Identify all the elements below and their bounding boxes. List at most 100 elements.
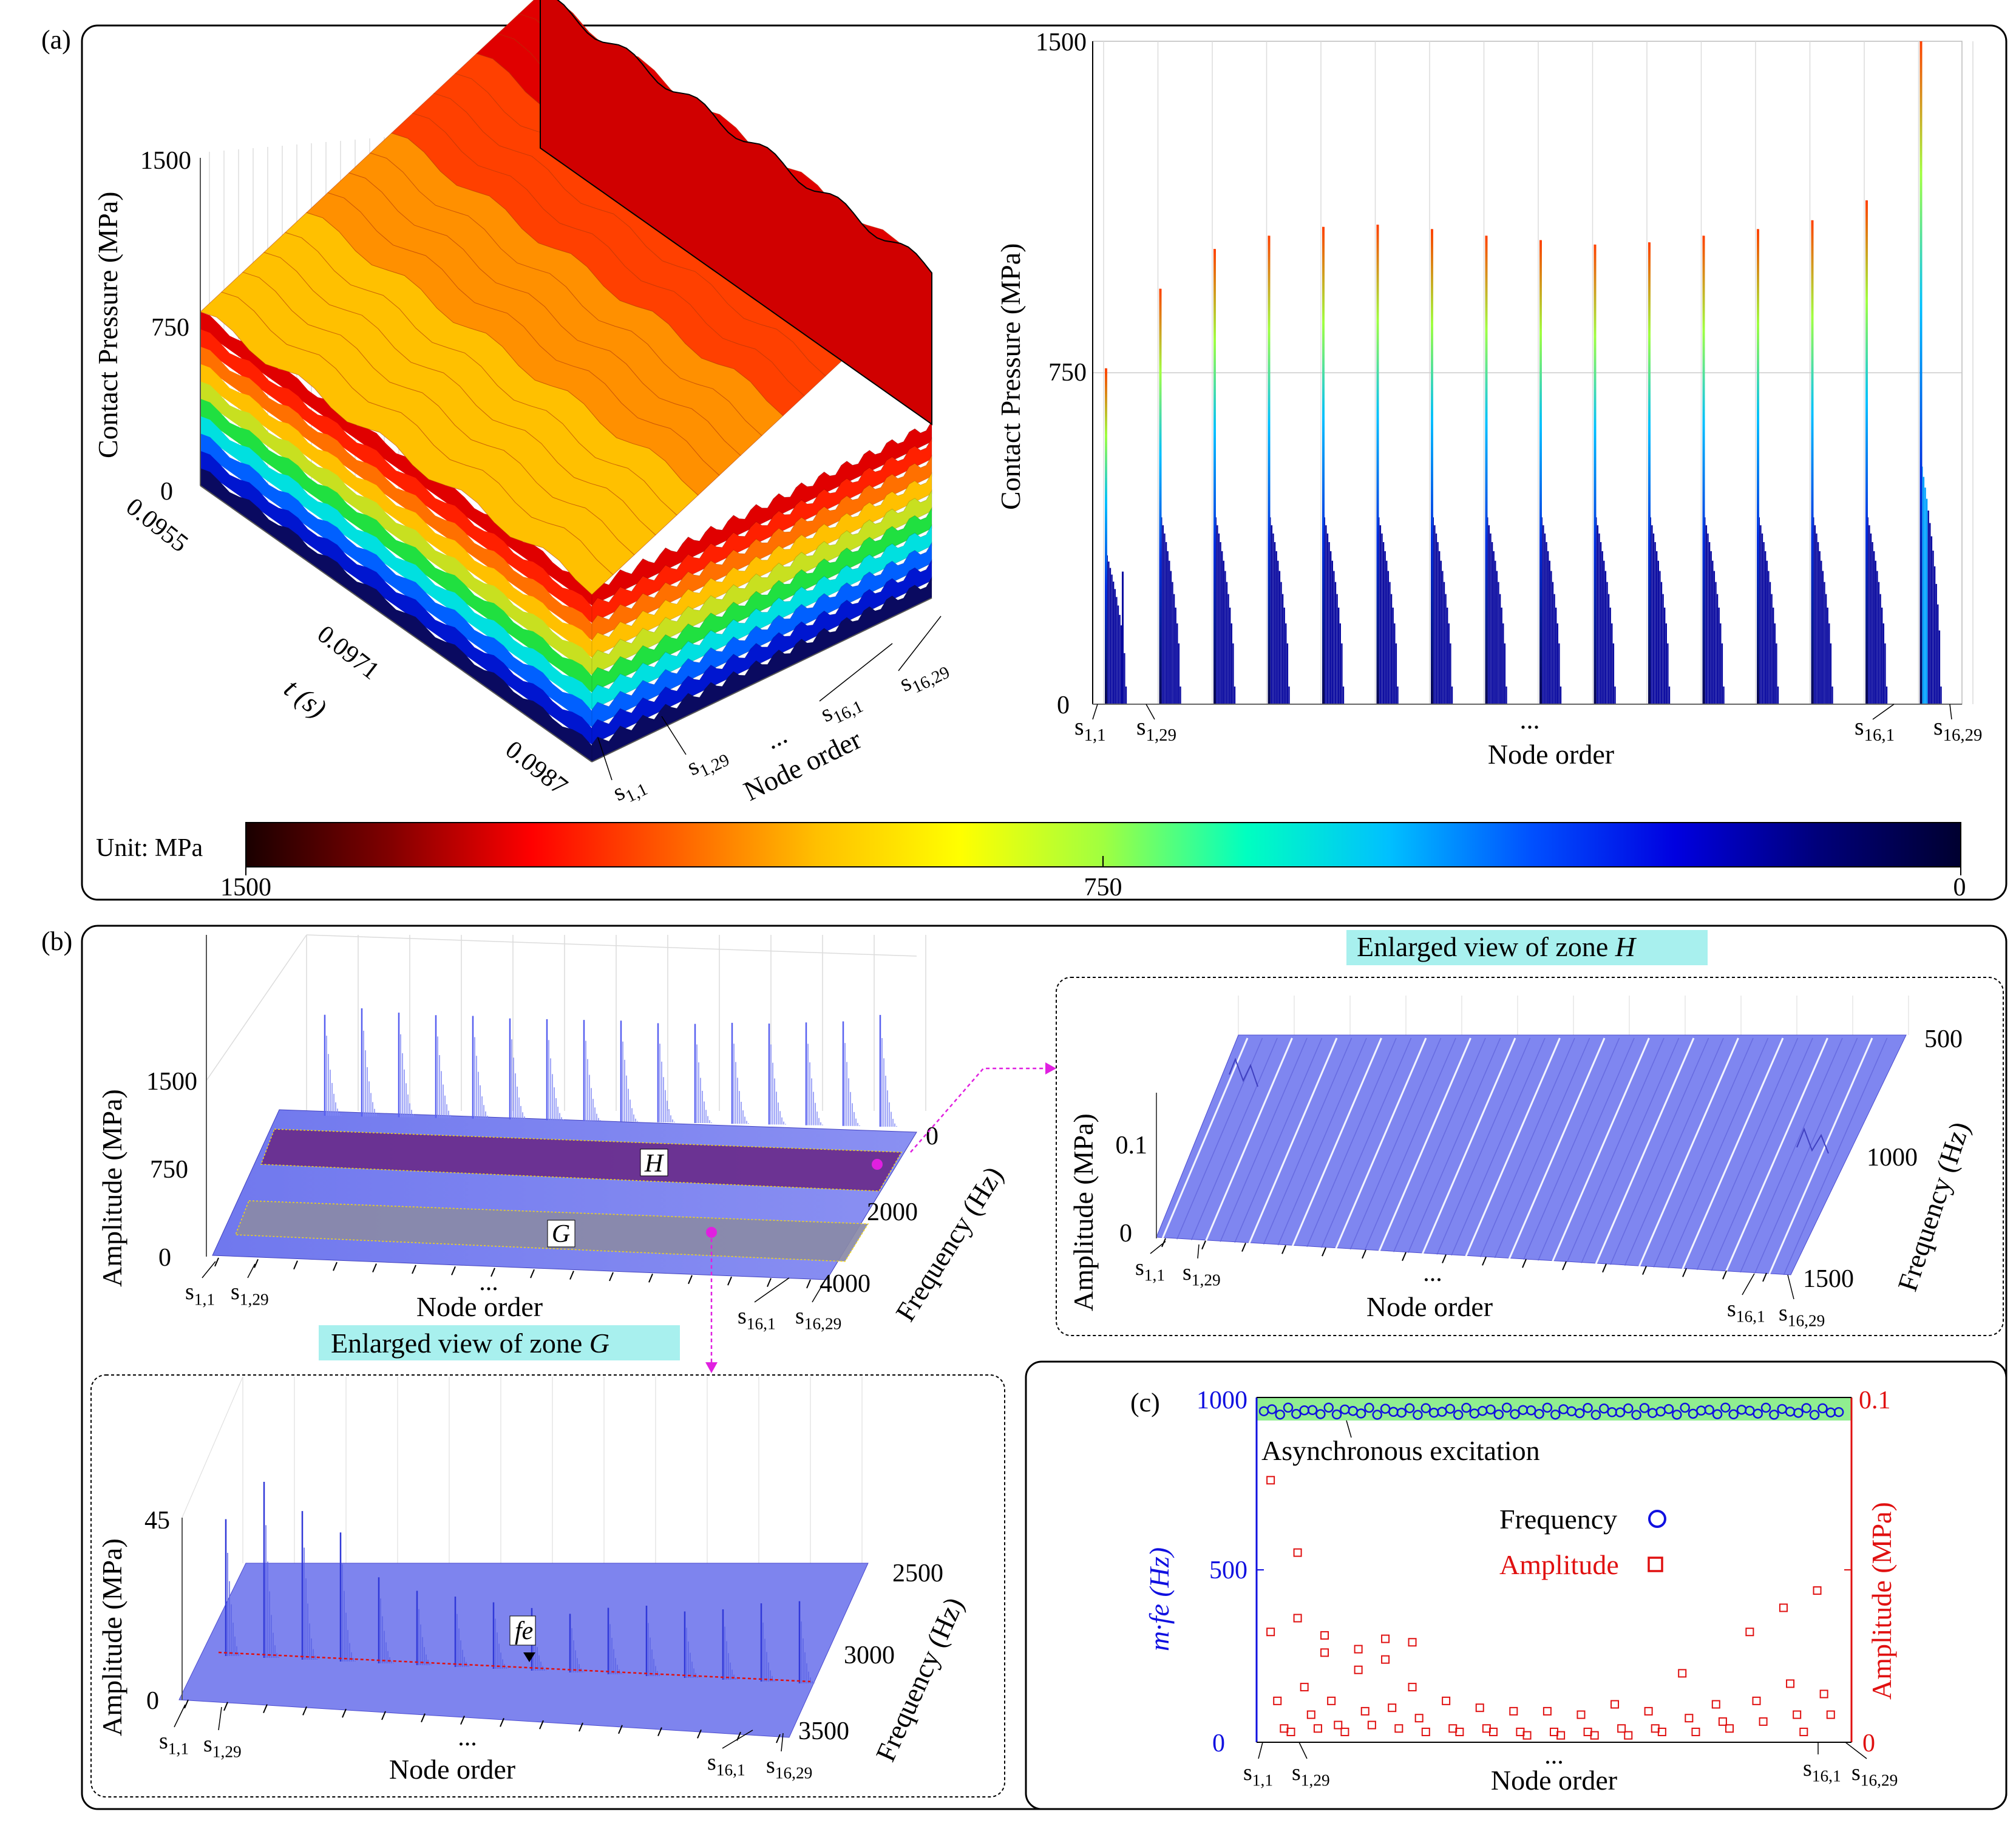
zoneG-node-leader <box>781 1733 784 1752</box>
a2d-bar <box>1768 571 1770 704</box>
a2d-bar <box>1336 594 1338 704</box>
a2d-bar <box>1555 607 1557 704</box>
a2d-bar <box>1121 625 1122 704</box>
amplitude-marker <box>1752 1696 1761 1705</box>
a2d-bar <box>1283 607 1285 704</box>
zoneH-axis-tick <box>1241 1243 1246 1252</box>
node-tick-letter: s <box>766 1753 775 1778</box>
a2d-bar <box>1816 533 1817 704</box>
zoneH-node-leader <box>1197 1244 1200 1259</box>
a2d-bar <box>1938 630 1941 704</box>
frequency-marker <box>1753 1408 1763 1419</box>
a2d-bar <box>1122 571 1124 704</box>
zoneH-stripe <box>1451 1037 1546 1256</box>
a2d-bar <box>1498 582 1499 704</box>
a2d-bar <box>1274 542 1276 704</box>
c-annotation: Asynchronous excitation <box>1261 1435 1540 1466</box>
zoneH-wiggle <box>1796 1127 1829 1154</box>
a2d-segment <box>1213 249 1236 704</box>
a2d-bar <box>1923 477 1925 704</box>
colorbar-tick: 1500 <box>220 874 271 901</box>
a2d-bar <box>1560 686 1562 704</box>
a2d-bar <box>1227 594 1229 704</box>
a2d-bar <box>1109 568 1112 704</box>
zoneH-stripe <box>1234 1037 1323 1243</box>
node-tick-subscript: 1,1 <box>1252 1771 1273 1790</box>
a3d-tlabel: t (s) <box>279 673 333 724</box>
zoneH-ellipsis: ... <box>1423 1259 1442 1287</box>
a2d-peak-bar <box>1593 244 1597 704</box>
node-tick-subscript: 1,29 <box>240 1291 269 1309</box>
frequency-marker <box>1331 1409 1342 1420</box>
a2d-bar <box>1325 525 1327 704</box>
zoneG-spike-group <box>263 1482 279 1658</box>
a2d-bar <box>1445 594 1447 704</box>
frequency-marker <box>1396 1407 1407 1418</box>
frequency-marker <box>1315 1409 1326 1419</box>
a2d-bar <box>1221 551 1223 704</box>
node-tick-label: s16,1 <box>1803 1756 1841 1785</box>
zoneH-axis-tick <box>1201 1240 1206 1250</box>
zoneG-ztick: 45 <box>144 1507 170 1535</box>
amplitude-marker <box>1793 1710 1802 1719</box>
amplitude-marker <box>1340 1727 1349 1736</box>
a2d-bar <box>1875 560 1876 704</box>
a2d-ytick: 0 <box>1057 691 1070 719</box>
a2d-bar <box>1814 525 1816 704</box>
node-tick-label: s16,29 <box>895 651 952 701</box>
zoneH-stripes <box>1161 1037 1888 1275</box>
frequency-marker <box>1493 1409 1504 1420</box>
frequency-marker <box>1501 1402 1512 1413</box>
a2d-segment <box>1322 226 1345 704</box>
zoneG-axis-tick <box>460 1716 465 1725</box>
frequency-marker <box>1283 1402 1294 1413</box>
frequency-marker <box>1809 1410 1820 1420</box>
amplitude-marker <box>1273 1696 1282 1705</box>
zoneG-axis-tick <box>302 1706 307 1716</box>
a2d-bar <box>1505 686 1507 704</box>
a2d-bar <box>1278 571 1281 704</box>
a2d-bar <box>1493 551 1495 704</box>
zoneG-grid-line <box>182 1376 243 1518</box>
node-tick-subscript: 16,29 <box>804 1315 842 1333</box>
bmain-spike-group <box>879 1014 897 1127</box>
async-band <box>1257 1397 1851 1421</box>
zone-G-caption: Enlarged view of zone G <box>331 1328 609 1359</box>
frequency-marker <box>1534 1408 1544 1419</box>
a2d-bar <box>1440 560 1442 704</box>
zoneH-stripe <box>1696 1037 1799 1271</box>
amplitude-marker <box>1624 1731 1633 1740</box>
zoneG-spike-group <box>454 1597 470 1667</box>
zoneH-axis-tick <box>1642 1266 1647 1275</box>
a2d-bar <box>1822 571 1824 704</box>
frequency-marker <box>1526 1405 1536 1416</box>
pc-node-leader <box>1298 1742 1308 1759</box>
zoneH-plane <box>1156 1034 1907 1275</box>
a2d-bar <box>1488 525 1490 704</box>
amplitude-marker <box>1320 1631 1329 1640</box>
zoneH-axis-tick <box>1522 1258 1527 1268</box>
zone-H-label: H <box>644 1150 665 1178</box>
a2d-bar <box>1879 594 1881 704</box>
node-tick-subscript: 16,29 <box>1943 725 1983 745</box>
zoneG-spike-group <box>645 1606 662 1676</box>
zoneG-axis-tick <box>342 1708 347 1718</box>
frequency-marker <box>1672 1410 1682 1420</box>
panel-c-frame <box>1025 1360 2008 1810</box>
a2d-bar <box>1384 551 1386 704</box>
a2d-peak-bar <box>1919 41 1923 704</box>
amplitude-marker <box>1313 1724 1322 1733</box>
amplitude-marker <box>1442 1696 1451 1705</box>
a2d-node-ticks: s1,1 s1,29 s16,1 s16,29 <box>1074 704 1982 745</box>
node-tick-letter: s <box>1135 1255 1144 1280</box>
panel-c-label: (c) <box>1130 1388 1160 1417</box>
bmain-zlabel: Amplitude (MPa) <box>97 1089 127 1287</box>
bmain-axis-tick <box>609 1272 614 1282</box>
frequency-marker <box>1275 1409 1285 1420</box>
zoneG-ytick: 3000 <box>844 1641 895 1669</box>
zoneG-spike-group <box>607 1607 623 1674</box>
a2d-bar <box>1556 623 1558 704</box>
a2d-bar <box>1817 542 1819 704</box>
a2d-bar <box>1443 582 1445 704</box>
bmain-spike-group <box>435 1015 453 1118</box>
